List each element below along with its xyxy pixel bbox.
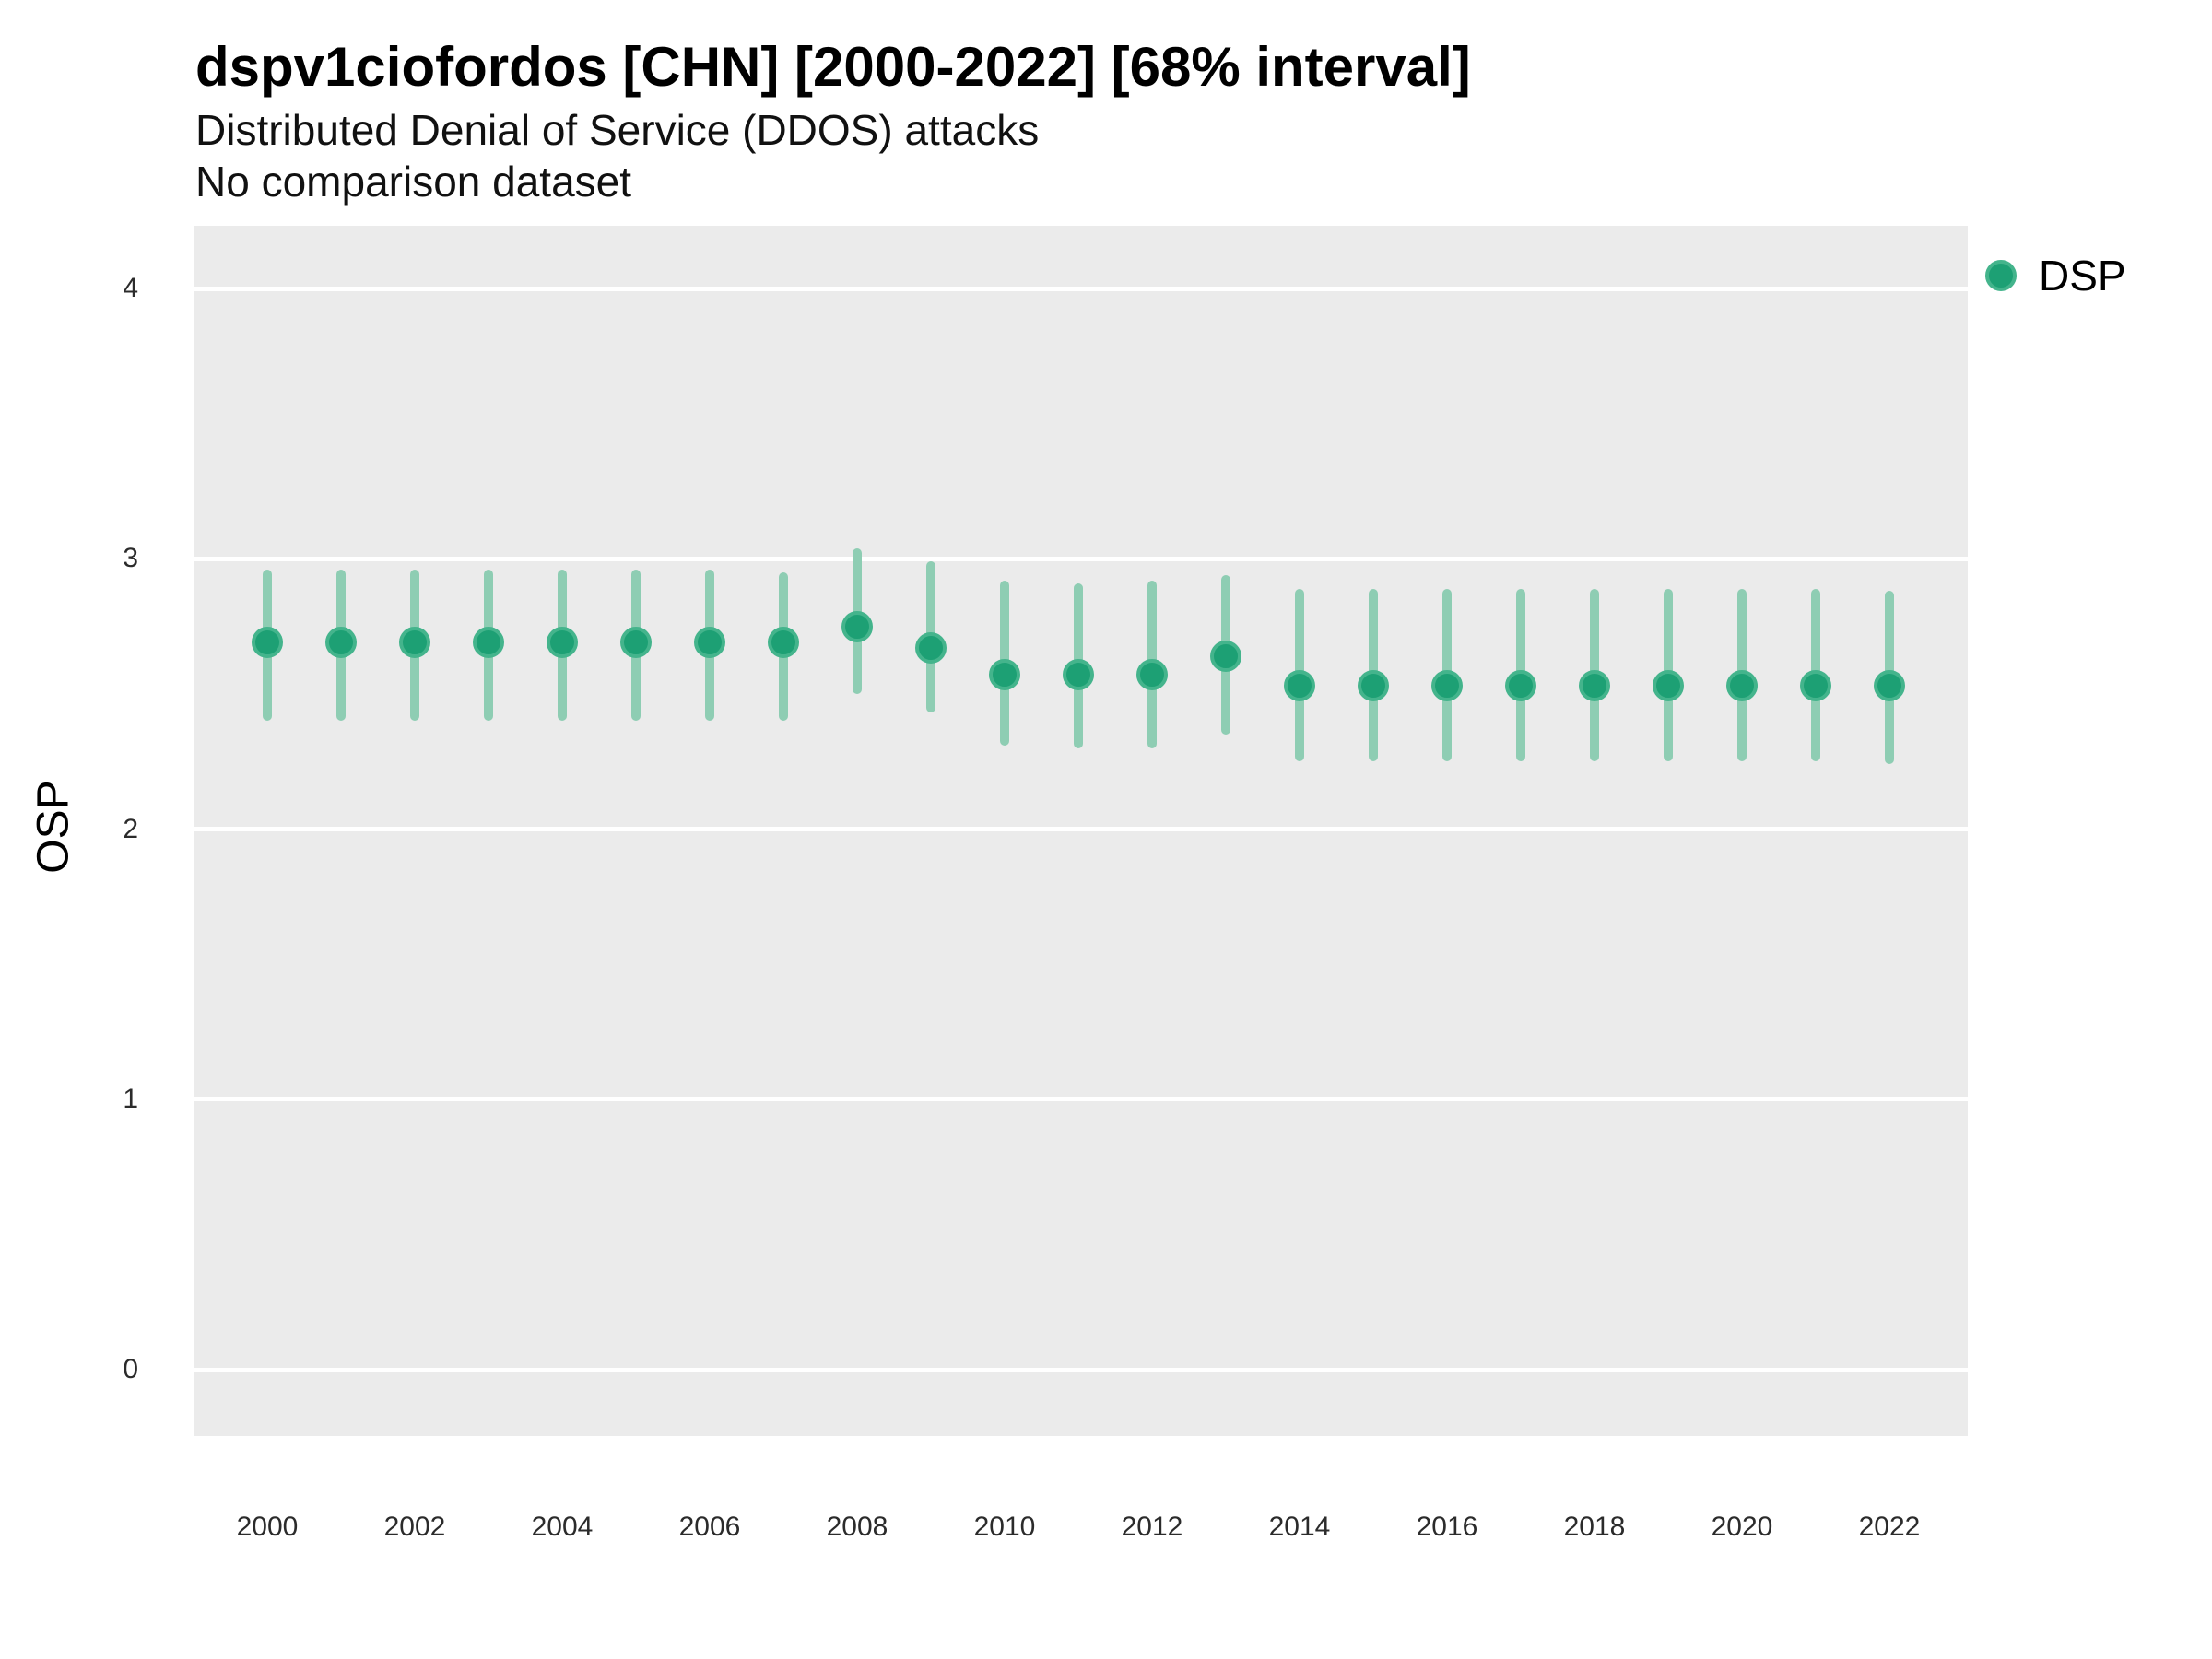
y-tick-label-4: 4: [123, 273, 138, 303]
data-point-2006: [694, 627, 725, 659]
x-tick-label-2020: 2020: [1711, 1512, 1773, 1542]
data-point-2009: [915, 632, 947, 665]
legend-marker-circle-icon: [1985, 260, 2017, 291]
x-tick-label-2016: 2016: [1416, 1512, 1478, 1542]
data-point-2013: [1210, 640, 1241, 672]
y-tick-label-0: 0: [123, 1354, 138, 1384]
x-tick-label-2008: 2008: [826, 1512, 888, 1542]
x-tick-label-2014: 2014: [1268, 1512, 1331, 1542]
chart-subtitle: Distributed Denial of Service (DDOS) att…: [195, 106, 1040, 154]
data-point-2002: [399, 627, 430, 659]
chart-title: dspv1ciofordos [CHN] [2000-2022] [68% in…: [195, 36, 1471, 98]
data-point-2018: [1579, 670, 1610, 702]
data-point-2004: [547, 627, 578, 659]
data-point-2017: [1505, 670, 1536, 702]
x-tick-label-2004: 2004: [531, 1512, 594, 1542]
gridline-y-2: [194, 827, 1968, 831]
data-point-2016: [1431, 670, 1463, 702]
gridline-y-0: [194, 1367, 1968, 1372]
data-point-2008: [841, 610, 873, 642]
data-point-2012: [1136, 659, 1168, 691]
x-tick-label-2022: 2022: [1858, 1512, 1921, 1542]
gridline-y-3: [194, 556, 1968, 561]
data-point-2014: [1284, 670, 1315, 702]
data-point-2003: [473, 627, 504, 659]
gridline-y-1: [194, 1097, 1968, 1102]
x-tick-label-2018: 2018: [1563, 1512, 1626, 1542]
data-point-2011: [1063, 659, 1094, 691]
data-point-2005: [620, 627, 652, 659]
data-point-2021: [1800, 670, 1831, 702]
x-tick-label-2000: 2000: [236, 1512, 299, 1542]
chart-note: No comparison dataset: [195, 158, 632, 206]
data-point-2022: [1874, 670, 1905, 702]
x-tick-label-2010: 2010: [973, 1512, 1036, 1542]
y-tick-label-1: 1: [123, 1083, 138, 1114]
legend-label: DSP: [2039, 252, 2126, 300]
plot-panel: [194, 226, 1968, 1436]
data-point-2007: [768, 627, 799, 659]
data-point-2010: [989, 659, 1020, 691]
data-point-2001: [325, 627, 357, 659]
y-tick-label-3: 3: [123, 543, 138, 574]
y-tick-label-2: 2: [123, 813, 138, 844]
x-tick-label-2012: 2012: [1121, 1512, 1183, 1542]
data-point-2020: [1726, 670, 1758, 702]
data-point-2019: [1653, 670, 1684, 702]
gridline-y-4: [194, 286, 1968, 291]
x-tick-label-2006: 2006: [678, 1512, 741, 1542]
data-point-2015: [1358, 670, 1389, 702]
legend: DSP: [1985, 251, 2126, 300]
data-point-2000: [252, 627, 283, 659]
x-tick-label-2002: 2002: [383, 1512, 446, 1542]
